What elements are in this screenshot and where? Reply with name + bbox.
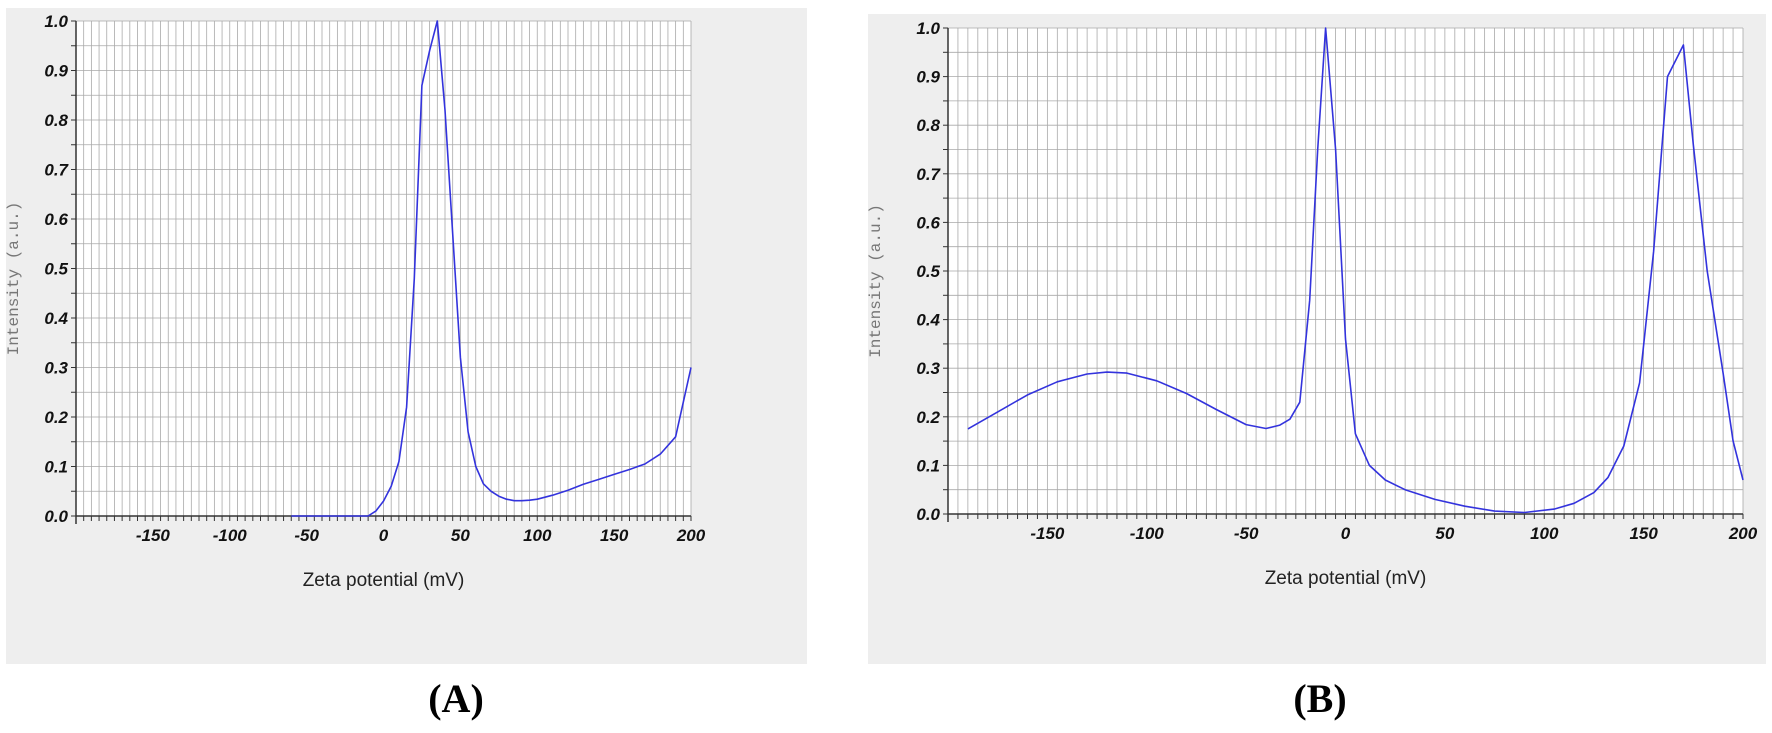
y-tick-label: 0.7 [44, 161, 69, 180]
panel-label-a: (A) [428, 676, 484, 721]
y-tick-label: 0.9 [44, 62, 68, 81]
x-tick-label: 200 [676, 526, 706, 545]
y-tick-label: 0.0 [916, 505, 940, 524]
x-axis-title: Zeta potential (mV) [1265, 568, 1427, 589]
chart-b-svg: -150 -100 -50 0 50 100 150 200 0.0 0.1 0.2 0.3 0.4 0.… [868, 14, 1766, 664]
y-tick-label: 0.6 [916, 213, 940, 232]
x-tick-label: -150 [1030, 524, 1065, 543]
x-axis-title: Zeta potential (mV) [303, 570, 465, 591]
y-tick-label: 0.1 [916, 456, 940, 475]
x-tick-label: -50 [1234, 524, 1259, 543]
x-tick-label: 150 [1629, 524, 1658, 543]
y-tick-label: 0.4 [916, 311, 940, 330]
series-line [967, 27, 1744, 514]
series-line [291, 20, 692, 517]
y-tick-label: 0.2 [44, 408, 68, 427]
y-tick-label: 0.3 [916, 359, 940, 378]
y-tick-label: 0.1 [44, 458, 68, 477]
x-tick-label: -150 [136, 526, 171, 545]
chart-a-svg: -150 -100 -50 0 50 100 150 200 0.0 0.1 0.2 0.3 0.4 0.… [6, 8, 807, 664]
y-tick-label: 0.0 [44, 507, 68, 526]
x-tick-label: -50 [294, 526, 319, 545]
y-tick-label: 0.5 [916, 262, 940, 281]
chart-panel-a: -150 -100 -50 0 50 100 150 200 0.0 0.1 0.2 0.3 0.4 0.… [6, 8, 807, 664]
y-tick-label: 0.2 [916, 408, 940, 427]
y-tick-label: 0.6 [44, 210, 68, 229]
x-tick-label: 200 [1728, 524, 1758, 543]
x-tick-label: -100 [1130, 524, 1165, 543]
y-tick-label: 0.3 [44, 359, 68, 378]
y-tick-label: 0.8 [916, 116, 940, 135]
y-tick-label: 1.0 [44, 12, 68, 31]
x-tick-label: 0 [379, 526, 389, 545]
grid [947, 27, 1744, 515]
chart-panel-b: -150 -100 -50 0 50 100 150 200 0.0 0.1 0.2 0.3 0.4 0.… [868, 14, 1766, 664]
x-tick-label: 100 [1530, 524, 1559, 543]
panel-label-b: (B) [1293, 676, 1347, 721]
x-tick-label: 50 [1435, 524, 1454, 543]
y-tick-label: 0.8 [44, 111, 68, 130]
y-axis-title: Intensity (a.u.) [868, 204, 885, 358]
y-tick-label: 0.4 [44, 309, 68, 328]
grid [75, 20, 692, 517]
x-tick-label: 0 [1341, 524, 1351, 543]
y-tick-label: 1.0 [916, 19, 940, 38]
x-tick-label: 50 [451, 526, 470, 545]
x-tick-label: 100 [523, 526, 552, 545]
y-tick-label: 0.7 [916, 165, 941, 184]
y-tick-label: 0.9 [916, 68, 940, 87]
y-tick-label: 0.5 [44, 260, 68, 279]
y-axis-title: Intensity (a.u.) [6, 202, 23, 356]
x-tick-label: -100 [213, 526, 248, 545]
x-tick-label: 150 [600, 526, 629, 545]
